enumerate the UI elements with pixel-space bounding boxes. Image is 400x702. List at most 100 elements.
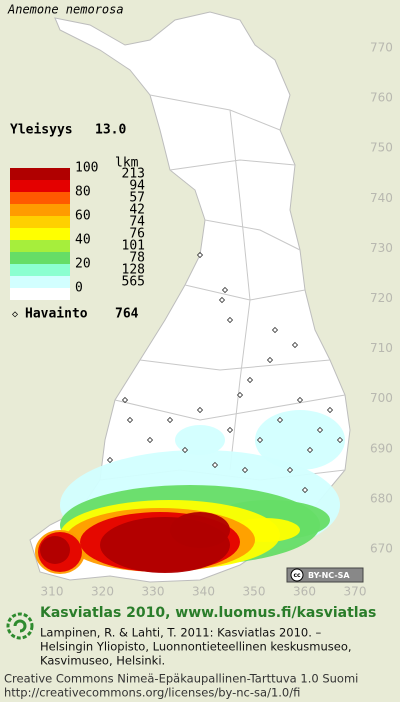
- species-title: Anemone nemorosa: [7, 3, 124, 17]
- legend-count: 78: [129, 251, 145, 266]
- observation-marker: [196, 406, 204, 414]
- legend-scale-label: 80: [75, 185, 91, 200]
- observation-marker: [291, 341, 299, 349]
- observation-marker: [146, 436, 154, 444]
- y-coordinate-label: 770: [370, 41, 393, 55]
- observation-marker: [271, 326, 279, 334]
- y-coordinate-label: 750: [370, 141, 393, 155]
- logo-ring: [6, 612, 34, 640]
- occurrence-area: [40, 536, 70, 564]
- y-coordinate-label: 760: [370, 91, 393, 105]
- citation-line: Kasvimuseo, Helsinki.: [40, 654, 165, 668]
- x-coordinate-label: 350: [243, 585, 266, 599]
- legend-count: 101: [122, 239, 145, 254]
- count-header: lkm: [115, 156, 139, 171]
- license-badge: cc BY-NC-SA: [286, 567, 364, 583]
- observation-marker: [166, 416, 174, 424]
- observation-marker: [286, 466, 294, 474]
- observation-marker: [106, 456, 114, 464]
- license-line: http://creativecommons.org/licenses/by-n…: [4, 686, 300, 700]
- observation-marker: [316, 426, 324, 434]
- legend-swatch: [10, 192, 70, 204]
- y-coordinate-label: 720: [370, 291, 393, 305]
- legend-swatch: [10, 216, 70, 228]
- legend-swatch: [10, 288, 70, 300]
- x-coordinate-label: 310: [41, 585, 64, 599]
- y-coordinate-label: 740: [370, 191, 393, 205]
- x-coordinate-label: 340: [192, 585, 215, 599]
- observation-label: Havainto: [25, 307, 88, 322]
- observation-marker: [226, 316, 234, 324]
- x-coordinate-label: 320: [91, 585, 114, 599]
- legend-count: 57: [129, 191, 145, 206]
- y-coordinate-label: 690: [370, 441, 393, 455]
- x-coordinate-label: 330: [142, 585, 165, 599]
- observation-count: 764: [115, 307, 139, 322]
- occurrence-area: [175, 425, 225, 455]
- legend-count: 565: [122, 275, 145, 290]
- observation-marker: [266, 356, 274, 364]
- observation-marker: [326, 406, 334, 414]
- frequency-label: Yleisyys: [10, 123, 73, 138]
- occurrence-areas: [35, 410, 345, 574]
- occurrence-area: [170, 512, 230, 548]
- observation-marker: [121, 396, 129, 404]
- site-title: Kasviatlas 2010, www.luomus.fi/kasviatla…: [40, 605, 376, 621]
- legend-swatch: [10, 204, 70, 216]
- legend-count: 128: [122, 263, 145, 278]
- badge-icon: cc: [293, 572, 301, 579]
- legend-swatch: [10, 276, 70, 288]
- observation-marker: [241, 466, 249, 474]
- observation-marker: [211, 461, 219, 469]
- legend-swatch: [10, 180, 70, 192]
- legend-swatch: [10, 252, 70, 264]
- observation-marker: [301, 486, 309, 494]
- citation-line: Lampinen, R. & Lahti, T. 2011: Kasviatla…: [40, 626, 322, 640]
- legend-count: 76: [129, 227, 145, 242]
- citation-line: Helsingin Yliopisto, Luonnontieteellinen…: [40, 640, 352, 654]
- y-coordinate-label: 710: [370, 341, 393, 355]
- x-coordinate-label: 360: [293, 585, 316, 599]
- observation-marker: [246, 376, 254, 384]
- observation-marker: [126, 416, 134, 424]
- observation-marker: [218, 296, 226, 304]
- observation-marker: [296, 396, 304, 404]
- y-coordinate-label: 680: [370, 491, 393, 505]
- observation-marker: [336, 436, 344, 444]
- logo: [6, 612, 34, 640]
- observation-marker: [256, 436, 264, 444]
- occurrence-area: [255, 410, 345, 470]
- legend-swatch: [10, 240, 70, 252]
- frequency-value: 13.0: [95, 123, 126, 138]
- legend-scale-label: 20: [75, 257, 91, 272]
- observation-markers: [106, 251, 344, 494]
- observation-marker: [306, 446, 314, 454]
- legend-swatch: [10, 168, 70, 180]
- badge-text: BY-NC-SA: [308, 571, 350, 580]
- observation-marker: [221, 286, 229, 294]
- license-line: Creative Commons Nimeä-Epäkaupallinen-Ta…: [4, 672, 358, 686]
- logo-swirl: [13, 619, 27, 633]
- legend-scale-label: 0: [75, 281, 83, 296]
- observation-marker: [236, 391, 244, 399]
- legend-count: 94: [129, 179, 145, 194]
- legend-count: 42: [129, 203, 145, 218]
- legend-scale-label: 100: [75, 161, 98, 176]
- legend-swatch: [10, 228, 70, 240]
- legend-swatch: [10, 264, 70, 276]
- observation-marker: [226, 426, 234, 434]
- badge-circle: [290, 568, 304, 582]
- legend-count: 213: [122, 167, 145, 182]
- observation-symbol: ◇: [12, 309, 18, 320]
- y-coordinate-label: 700: [370, 391, 393, 405]
- x-coordinate-label: 370: [344, 585, 367, 599]
- legend-count: 74: [129, 215, 145, 230]
- badge-box: [286, 567, 364, 583]
- y-coordinate-label: 730: [370, 241, 393, 255]
- y-coordinate-label: 670: [370, 542, 393, 556]
- legend-scale-label: 60: [75, 209, 91, 224]
